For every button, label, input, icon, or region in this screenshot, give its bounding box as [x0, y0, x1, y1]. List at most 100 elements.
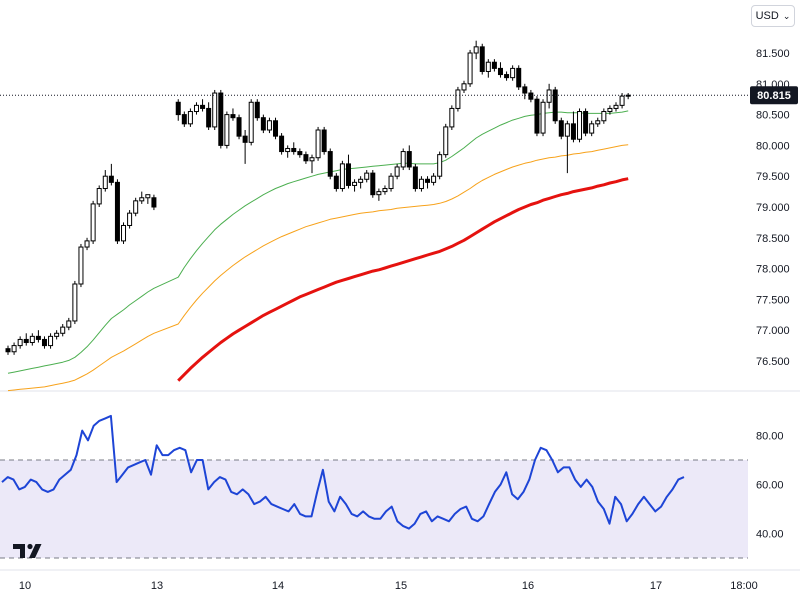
series-ma_short — [7, 110, 629, 374]
candle-body — [406, 151, 412, 168]
candle-body — [570, 123, 576, 140]
candle-body — [102, 175, 108, 190]
currency-selector[interactable]: USD ⌄ — [751, 5, 795, 27]
candle-body — [60, 326, 66, 334]
candle-body — [485, 61, 491, 72]
candle-body — [577, 111, 583, 140]
candle-body — [558, 120, 564, 137]
rsi-tick-label: 80.00 — [756, 431, 784, 443]
chevron-down-icon: ⌄ — [782, 10, 791, 21]
candle-body — [279, 135, 285, 153]
candle-body — [151, 197, 157, 208]
candle-body — [333, 175, 339, 190]
candle-body — [254, 101, 260, 119]
candle-body — [601, 111, 607, 122]
candle-body — [358, 178, 364, 183]
candle-body — [315, 129, 321, 159]
candle-body — [327, 151, 333, 177]
candle-body — [114, 181, 120, 242]
candle-body — [35, 335, 41, 340]
candle-body — [145, 194, 151, 199]
candle-body — [595, 120, 601, 125]
price-tick-label: 79.000 — [756, 202, 790, 214]
candle-body — [376, 191, 382, 196]
price-tick-label: 76.500 — [756, 356, 790, 368]
candle-body — [297, 151, 303, 156]
candle-body — [339, 163, 345, 190]
candle-body — [589, 123, 595, 134]
candle-body — [175, 101, 181, 116]
candle-body — [479, 46, 485, 72]
price-tick-label: 80.000 — [756, 140, 790, 152]
candle-body — [467, 52, 473, 85]
currency-label: USD — [755, 10, 779, 22]
candle-body — [121, 224, 127, 242]
candle-body — [133, 200, 139, 214]
candle-body — [522, 86, 528, 94]
candle-body — [66, 320, 72, 328]
candle-body — [303, 154, 309, 162]
candle-body — [345, 163, 351, 186]
series-ma_long — [177, 177, 629, 382]
candle-body — [540, 101, 546, 134]
price-tick-label: 77.000 — [756, 325, 790, 337]
price-tick-label: 77.500 — [756, 294, 790, 306]
candle-body — [96, 188, 102, 205]
candle-body — [285, 147, 291, 153]
rsi-tick-label: 40.00 — [756, 529, 784, 541]
candle-body — [54, 332, 60, 337]
candle-body — [370, 172, 376, 196]
candle-body — [260, 117, 266, 131]
last-price-label: 80.815 — [757, 90, 791, 102]
candle-body — [455, 89, 461, 109]
time-tick-label: 14 — [272, 580, 284, 592]
candle-body — [497, 67, 503, 76]
price-tick-label: 80.500 — [756, 110, 790, 122]
candle-body — [84, 240, 90, 248]
candle-body — [607, 107, 613, 113]
rsi-line — [1, 414, 685, 530]
time-tick-label: 17 — [650, 580, 662, 592]
price-tick-label: 78.500 — [756, 233, 790, 245]
candle-body — [443, 126, 449, 156]
candle-body — [266, 120, 272, 131]
time-tick-label: 18:00 — [730, 580, 758, 592]
candle-body — [546, 89, 552, 103]
candle-body — [418, 178, 424, 190]
candle-body — [72, 283, 78, 322]
series-ma_mid — [7, 144, 629, 392]
candle-body — [212, 92, 218, 128]
candle-body — [206, 107, 212, 128]
candle-body — [394, 166, 400, 177]
candle-body — [127, 212, 133, 226]
candle-body — [516, 67, 522, 88]
candle-body — [425, 178, 431, 183]
candle-body — [504, 74, 510, 79]
candle-body — [309, 157, 315, 162]
time-tick-label: 13 — [151, 580, 163, 592]
candle-body — [224, 114, 230, 146]
candle-body — [388, 175, 394, 190]
candle-body — [181, 114, 187, 125]
candle-body — [139, 197, 145, 202]
candle-body — [29, 335, 35, 344]
price-tick-label: 81.000 — [756, 79, 790, 91]
candle-body — [291, 147, 297, 153]
candle-body — [78, 246, 84, 285]
candle-body — [236, 117, 242, 137]
candle-body — [17, 338, 23, 347]
price-tick-label: 78.000 — [756, 264, 790, 276]
candle-body — [5, 348, 11, 353]
candle-body — [193, 104, 199, 113]
candle-body — [11, 345, 17, 353]
candle-body — [564, 123, 570, 137]
candle-body — [619, 95, 625, 106]
candle-body — [200, 104, 206, 109]
candle-body — [230, 114, 236, 119]
candle-body — [431, 175, 437, 183]
candle-body — [449, 107, 455, 128]
candle-body — [273, 120, 279, 137]
candle-body — [510, 67, 516, 79]
